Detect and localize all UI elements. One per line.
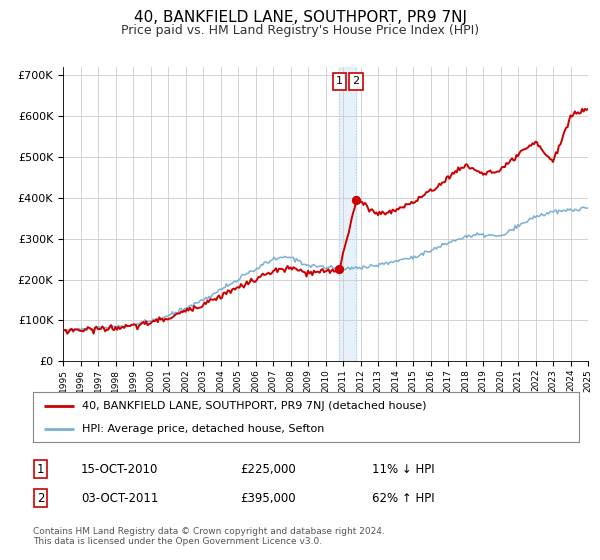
Text: 11% ↓ HPI: 11% ↓ HPI xyxy=(372,463,434,476)
Text: 1: 1 xyxy=(37,463,44,476)
Text: 40, BANKFIELD LANE, SOUTHPORT, PR9 7NJ: 40, BANKFIELD LANE, SOUTHPORT, PR9 7NJ xyxy=(133,10,467,25)
Text: £395,000: £395,000 xyxy=(240,492,296,505)
Text: 15-OCT-2010: 15-OCT-2010 xyxy=(81,463,158,476)
Text: Price paid vs. HM Land Registry's House Price Index (HPI): Price paid vs. HM Land Registry's House … xyxy=(121,24,479,36)
Text: 2: 2 xyxy=(37,492,44,505)
Point xyxy=(335,265,344,274)
Bar xyxy=(340,67,356,361)
Point xyxy=(352,195,361,204)
Text: 2: 2 xyxy=(353,77,359,86)
Text: 62% ↑ HPI: 62% ↑ HPI xyxy=(372,492,434,505)
Text: 1: 1 xyxy=(336,77,343,86)
Text: 40, BANKFIELD LANE, SOUTHPORT, PR9 7NJ (detached house): 40, BANKFIELD LANE, SOUTHPORT, PR9 7NJ (… xyxy=(82,400,427,410)
Text: Contains HM Land Registry data © Crown copyright and database right 2024.
This d: Contains HM Land Registry data © Crown c… xyxy=(33,526,385,546)
Text: £225,000: £225,000 xyxy=(240,463,296,476)
Text: HPI: Average price, detached house, Sefton: HPI: Average price, detached house, Seft… xyxy=(82,424,325,434)
Text: 03-OCT-2011: 03-OCT-2011 xyxy=(81,492,158,505)
